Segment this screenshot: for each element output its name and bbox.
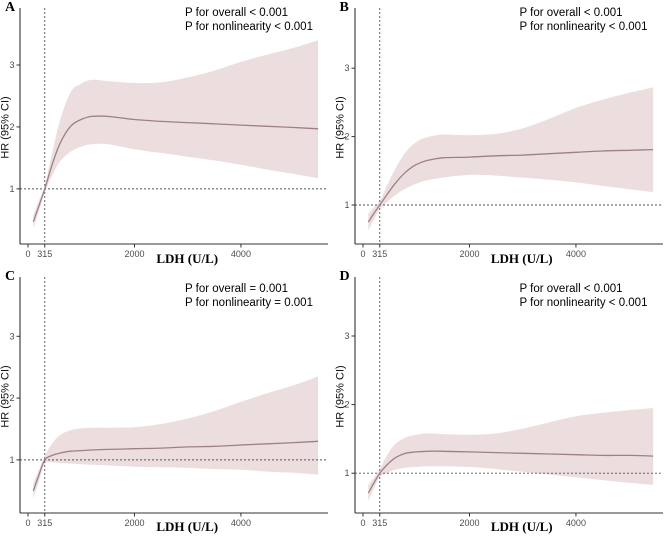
spline-chart-b: 0 315 2000 4000 1 2 3 bbox=[344, 8, 663, 259]
y-tick-label: 3 bbox=[9, 60, 14, 70]
y-tick-label: 2 bbox=[344, 132, 349, 142]
y-tick-label: 2 bbox=[9, 393, 14, 403]
y-tick-label: 3 bbox=[344, 63, 349, 73]
p-value-annotation: P for overall < 0.001 P for nonlinearity… bbox=[185, 6, 313, 34]
ci-band bbox=[33, 40, 319, 229]
x-tick-label: 4000 bbox=[565, 249, 585, 259]
hr-curve bbox=[32, 115, 319, 222]
hr-curve bbox=[32, 440, 319, 491]
p-overall-text: P for overall < 0.001 bbox=[519, 282, 623, 295]
y-tick-label: 1 bbox=[344, 468, 349, 478]
panel-letter: D bbox=[339, 268, 350, 284]
x-tick-label: 2000 bbox=[124, 518, 144, 528]
p-value-annotation: P for overall < 0.001 P for nonlinearity… bbox=[520, 6, 648, 34]
panel-letter: C bbox=[5, 268, 16, 284]
p-overall-text: P for overall < 0.001 bbox=[519, 7, 623, 19]
ci-band bbox=[33, 376, 319, 498]
panel-b: 0 315 2000 4000 1 2 3 B P for overall < 0.001 … bbox=[334, 0, 669, 269]
p-overall-text: P for overall = 0.001 bbox=[185, 282, 289, 295]
p-nonlinearity-text: P for nonlinearity < 0.001 bbox=[519, 296, 648, 309]
x-tick-label: 315 bbox=[372, 518, 387, 528]
panel-a: 0 315 2000 4000 1 2 3 A P for overall < 0.001 … bbox=[0, 0, 335, 269]
ci-band bbox=[367, 407, 653, 501]
hr-curve bbox=[367, 148, 653, 223]
y-tick-label: 2 bbox=[344, 399, 349, 409]
p-value-annotation: P for overall < 0.001 P for nonlinearity… bbox=[520, 282, 648, 310]
y-tick-label: 2 bbox=[9, 122, 14, 132]
x-tick-label: 0 bbox=[25, 518, 30, 528]
x-tick-label: 0 bbox=[360, 518, 365, 528]
p-nonlinearity-text: P for nonlinearity < 0.001 bbox=[185, 21, 313, 33]
panel-letter: A bbox=[5, 0, 16, 15]
y-tick-label: 1 bbox=[9, 454, 14, 464]
x-tick-label: 315 bbox=[37, 518, 52, 528]
x-tick-label: 4000 bbox=[231, 249, 251, 259]
x-tick-label: 315 bbox=[37, 249, 52, 259]
y-tick-label: 1 bbox=[9, 184, 14, 194]
x-tick-label: 0 bbox=[360, 249, 365, 259]
spline-chart-c: 0 315 2000 4000 1 2 3 bbox=[9, 276, 328, 528]
x-tick-label: 2000 bbox=[459, 518, 479, 528]
y-axis-label: HR (95% CI) bbox=[0, 96, 12, 159]
p-nonlinearity-text: P for nonlinearity = 0.001 bbox=[185, 296, 313, 309]
x-tick-label: 4000 bbox=[565, 518, 585, 528]
spline-chart-d: 0 315 2000 4000 1 2 3 bbox=[344, 276, 663, 528]
y-axis-label: HR (95% CI) bbox=[334, 364, 346, 428]
x-tick-label: 315 bbox=[372, 249, 387, 259]
spline-chart-a: 0 315 2000 4000 1 2 3 bbox=[9, 8, 328, 259]
hr-curve bbox=[367, 450, 653, 493]
panel-d: 0 315 2000 4000 1 2 3 D P for overall < 0.001 … bbox=[334, 268, 669, 537]
x-tick-label: 2000 bbox=[459, 249, 479, 259]
y-tick-label: 1 bbox=[344, 200, 349, 210]
p-value-annotation: P for overall = 0.001 P for nonlinearity… bbox=[185, 282, 313, 310]
y-axis-label: HR (95% CI) bbox=[0, 364, 12, 428]
x-axis-label: LDH (U/L) bbox=[156, 250, 219, 266]
y-tick-label: 3 bbox=[9, 331, 14, 341]
p-nonlinearity-text: P for nonlinearity < 0.001 bbox=[519, 21, 648, 33]
x-axis-label: LDH (U/L) bbox=[490, 250, 553, 266]
y-tick-label: 3 bbox=[344, 331, 349, 341]
panel-c: 0 315 2000 4000 1 2 3 C P for overall = 0.001 … bbox=[0, 269, 335, 537]
p-overall-text: P for overall < 0.001 bbox=[185, 7, 289, 19]
ci-band bbox=[367, 87, 653, 231]
x-tick-label: 2000 bbox=[124, 249, 144, 259]
x-axis-label: LDH (U/L) bbox=[156, 519, 219, 534]
x-tick-label: 4000 bbox=[231, 518, 251, 528]
y-axis-label: HR (95% CI) bbox=[334, 96, 346, 159]
x-tick-label: 0 bbox=[25, 249, 30, 259]
panel-letter: B bbox=[339, 0, 349, 15]
x-axis-label: LDH (U/L) bbox=[490, 519, 553, 534]
